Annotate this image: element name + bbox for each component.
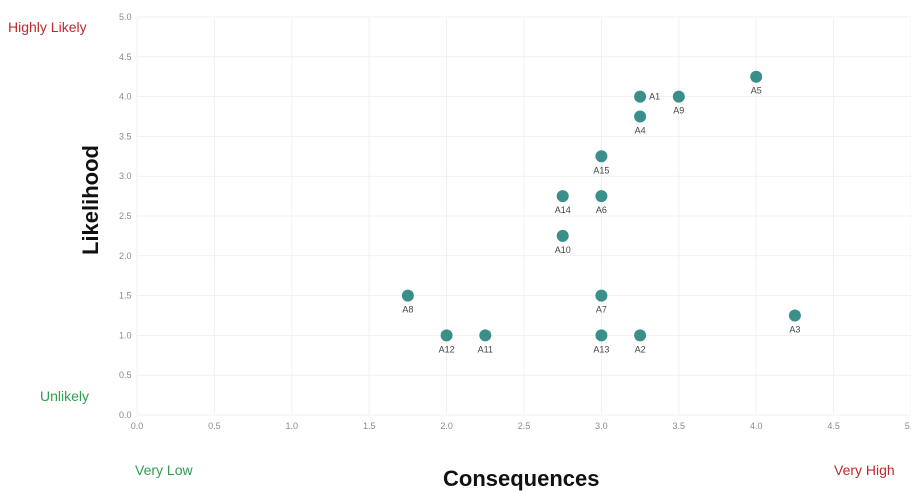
y-tick-label: 2.0 <box>119 251 132 261</box>
very-high-label: Very High <box>834 462 895 478</box>
x-axis-title: Consequences <box>443 466 600 491</box>
data-point-label: A7 <box>596 305 607 315</box>
x-tick-label: 2.5 <box>518 421 531 431</box>
x-tick-label: 1.0 <box>286 421 299 431</box>
data-point-label: A15 <box>593 165 609 175</box>
y-tick-label: 4.0 <box>119 92 132 102</box>
data-point <box>634 110 647 123</box>
data-point <box>634 329 647 342</box>
y-tick-label: 4.5 <box>119 52 132 62</box>
data-point-label: A6 <box>596 205 607 215</box>
x-tick-label: 2.0 <box>440 421 453 431</box>
data-point-label: A10 <box>555 245 571 255</box>
x-tick-label: 3.0 <box>595 421 608 431</box>
data-point-label: A1 <box>649 92 660 102</box>
data-point-label: A9 <box>673 106 684 116</box>
very-low-label: Very Low <box>135 462 193 478</box>
data-point <box>556 190 569 203</box>
x-tick-label: 3.5 <box>673 421 686 431</box>
y-tick-label: 2.5 <box>119 211 132 221</box>
y-axis-title: Likelihood <box>78 145 103 255</box>
data-point <box>672 90 685 103</box>
data-points: A1 A2 A3 A4 A5 A6 A7 A8 A9 A10 A11 A12 A13 A14 A15 <box>401 70 801 354</box>
data-point <box>401 289 414 302</box>
data-point-label: A4 <box>635 126 646 136</box>
unlikely-label: Unlikely <box>40 388 90 404</box>
data-point <box>595 329 608 342</box>
data-point <box>788 309 801 322</box>
y-axis-ticks: 0.0 0.5 1.0 1.5 2.0 2.5 3.0 3.5 4.0 4.5 5.0 <box>119 12 132 420</box>
data-point <box>750 70 763 83</box>
y-tick-label: 0.0 <box>119 410 132 420</box>
y-tick-label: 0.5 <box>119 370 132 380</box>
data-point-label: A5 <box>751 86 762 96</box>
y-tick-label: 1.0 <box>119 330 132 340</box>
x-tick-label: 0.5 <box>208 421 221 431</box>
data-point-label: A14 <box>555 205 571 215</box>
data-point <box>595 289 608 302</box>
data-point <box>634 90 647 103</box>
x-tick-label: 0.0 <box>131 421 144 431</box>
highly-likely-label: Highly Likely <box>8 19 87 35</box>
data-point <box>556 229 569 242</box>
data-point-label: A12 <box>439 344 455 354</box>
data-point-label: A8 <box>402 305 413 315</box>
y-tick-label: 5.0 <box>119 12 132 22</box>
y-tick-label: 3.0 <box>119 171 132 181</box>
y-tick-label: 1.5 <box>119 291 132 301</box>
data-point <box>595 190 608 203</box>
data-point <box>595 150 608 163</box>
x-axis-ticks: 0.0 0.5 1.0 1.5 2.0 2.5 3.0 3.5 4.0 4.5 5.0 <box>131 421 911 431</box>
x-tick-label: 4.5 <box>827 421 840 431</box>
x-tick-label: 4.0 <box>750 421 763 431</box>
data-point <box>479 329 492 342</box>
data-point-label: A11 <box>478 344 493 354</box>
y-tick-label: 3.5 <box>119 131 132 141</box>
x-tick-label: 5.0 <box>905 421 911 431</box>
data-point <box>440 329 453 342</box>
data-point-label: A13 <box>593 344 609 354</box>
x-tick-label: 1.5 <box>363 421 376 431</box>
grid-lines <box>136 16 911 416</box>
data-point-label: A2 <box>635 344 646 354</box>
data-point-label: A3 <box>789 325 800 335</box>
